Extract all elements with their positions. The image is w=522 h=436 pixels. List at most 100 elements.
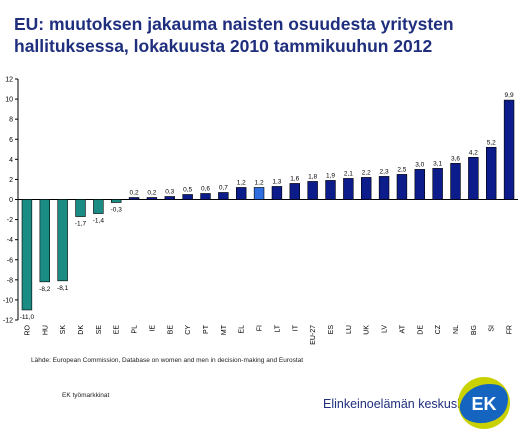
bar-dk xyxy=(75,199,86,217)
y-tick-label: 8 xyxy=(9,117,13,124)
value-label-si: 5,2 xyxy=(487,139,496,146)
bar-fi xyxy=(253,187,265,200)
bar-lt xyxy=(271,186,283,200)
brand-name: Elinkeinoelämän keskusliitto xyxy=(323,397,480,411)
bar-chart: -12 -10 -8 -6 -4 -2 0 2 4 6 8 10 12 -11,0 RO -8,2 HU -8,1… xyxy=(3,77,518,345)
bar-cz xyxy=(432,168,443,200)
chart-title-line-1: EU: muutoksen jakauma naisten osuudesta … xyxy=(14,14,454,34)
value-label-lu: 2,1 xyxy=(344,170,353,177)
x-tick-label-lu: LU xyxy=(346,325,353,334)
logo-text: EK xyxy=(471,394,496,414)
bar-ee xyxy=(111,199,122,203)
value-label-ie: 0,2 xyxy=(147,189,156,196)
x-tick-label-cy: CY xyxy=(185,325,192,335)
x-tick-label-eu-27: EU-27 xyxy=(310,325,317,345)
value-label-fi: 1,2 xyxy=(255,179,264,186)
bar-uk xyxy=(361,177,372,200)
x-tick-label-ee: EE xyxy=(114,325,121,335)
bar-el xyxy=(236,187,247,200)
x-tick-label-el: EL xyxy=(239,325,246,334)
y-tick-label: 2 xyxy=(9,177,13,184)
value-label-lv: 2,3 xyxy=(380,168,389,175)
x-tick-label-ro: RO xyxy=(24,324,31,335)
value-label-ro: -11,0 xyxy=(20,314,35,321)
value-label-el: 1,2 xyxy=(237,179,246,186)
x-tick-label-lt: LT xyxy=(274,324,281,332)
x-tick-label-bg: BG xyxy=(471,325,478,335)
y-tick-label: 4 xyxy=(9,157,13,164)
x-tick-label-pt: PT xyxy=(203,324,210,334)
value-label-pt: 0,6 xyxy=(201,185,210,192)
bar-de xyxy=(414,169,425,200)
value-label-ee: -0,3 xyxy=(111,207,123,214)
y-tick-label: 12 xyxy=(5,77,13,84)
chart-title: EU: muutoksen jakauma naisten osuudesta … xyxy=(14,13,514,57)
bar-at xyxy=(396,174,408,200)
value-label-nl: 3,6 xyxy=(451,155,460,162)
x-tick-label-hu: HU xyxy=(42,325,49,335)
value-label-it: 1,6 xyxy=(290,175,299,182)
value-label-bg: 4,2 xyxy=(469,149,478,156)
bar-sk xyxy=(57,199,68,282)
bar-be xyxy=(164,196,175,200)
value-label-hu: -8,2 xyxy=(39,286,51,293)
bar-si xyxy=(486,146,497,200)
y-tick-label: -8 xyxy=(7,277,13,284)
x-tick-label-it: IT xyxy=(292,324,299,331)
bar-lv xyxy=(378,176,390,200)
ek-logo-icon: EK xyxy=(458,377,510,429)
bar-nl xyxy=(450,163,461,200)
value-label-be: 0,3 xyxy=(165,188,174,195)
bar-it xyxy=(289,183,300,200)
y-tick-label: -12 xyxy=(3,318,13,325)
bar-hu xyxy=(39,199,50,283)
y-tick-label: 6 xyxy=(9,137,13,144)
bar-ro xyxy=(21,199,33,311)
x-tick-label-at: AT xyxy=(399,324,406,333)
x-tick-label-uk: UK xyxy=(364,325,371,335)
x-tick-label-es: ES xyxy=(328,325,335,335)
x-tick-label-si: SI xyxy=(489,325,496,332)
value-label-eu-27: 1,8 xyxy=(308,173,317,180)
y-tick-label: -10 xyxy=(3,297,13,304)
x-tick-label-sk: SK xyxy=(60,325,67,335)
y-tick-label: -2 xyxy=(7,217,13,224)
x-tick-label-mt: MT xyxy=(221,324,228,335)
source-note: Lähde: European Commission, Database on … xyxy=(31,357,304,364)
value-label-cz: 3,1 xyxy=(433,160,442,167)
value-label-at: 2,5 xyxy=(397,166,406,173)
x-tick-label-fr: FR xyxy=(507,325,514,334)
x-tick-label-be: BE xyxy=(167,325,174,335)
value-label-cy: 0,5 xyxy=(183,186,192,193)
x-tick-label-ie: IE xyxy=(149,325,156,332)
value-label-uk: 2,2 xyxy=(362,169,371,176)
x-tick-label-nl: NL xyxy=(453,325,460,334)
bar-lu xyxy=(343,178,354,200)
bar-es xyxy=(325,180,336,200)
y-tick-label: -6 xyxy=(7,257,13,264)
bar-se xyxy=(93,199,104,214)
y-tick-label: 0 xyxy=(9,197,13,204)
bar-pt xyxy=(200,193,211,200)
y-tick-label: -4 xyxy=(7,237,13,244)
x-tick-label-cz: CZ xyxy=(435,324,442,334)
bar-bg xyxy=(468,157,479,200)
value-label-pl: 0,2 xyxy=(130,189,139,196)
value-label-sk: -8,1 xyxy=(57,285,69,292)
y-tick-label: 10 xyxy=(5,97,13,104)
value-label-de: 3,0 xyxy=(415,161,424,168)
value-label-dk: -1,7 xyxy=(75,221,87,228)
bar-mt xyxy=(218,192,229,200)
x-tick-label-dk: DK xyxy=(78,325,85,335)
chart-title-line-2: hallituksessa, lokakuusta 2010 tammikuuh… xyxy=(14,36,433,56)
x-tick-label-pl: PL xyxy=(132,325,139,334)
value-label-lt: 1,3 xyxy=(272,178,281,185)
x-tick-label-lv: LV xyxy=(382,325,389,333)
bar-fr xyxy=(503,99,515,200)
footer-department: EK työmarkkinat xyxy=(62,392,110,399)
bar-pl xyxy=(128,197,140,200)
bar-eu-27 xyxy=(307,181,318,200)
x-tick-label-de: DE xyxy=(417,325,424,335)
value-label-es: 1,9 xyxy=(326,172,335,179)
x-tick-label-fi: FI xyxy=(257,325,264,331)
